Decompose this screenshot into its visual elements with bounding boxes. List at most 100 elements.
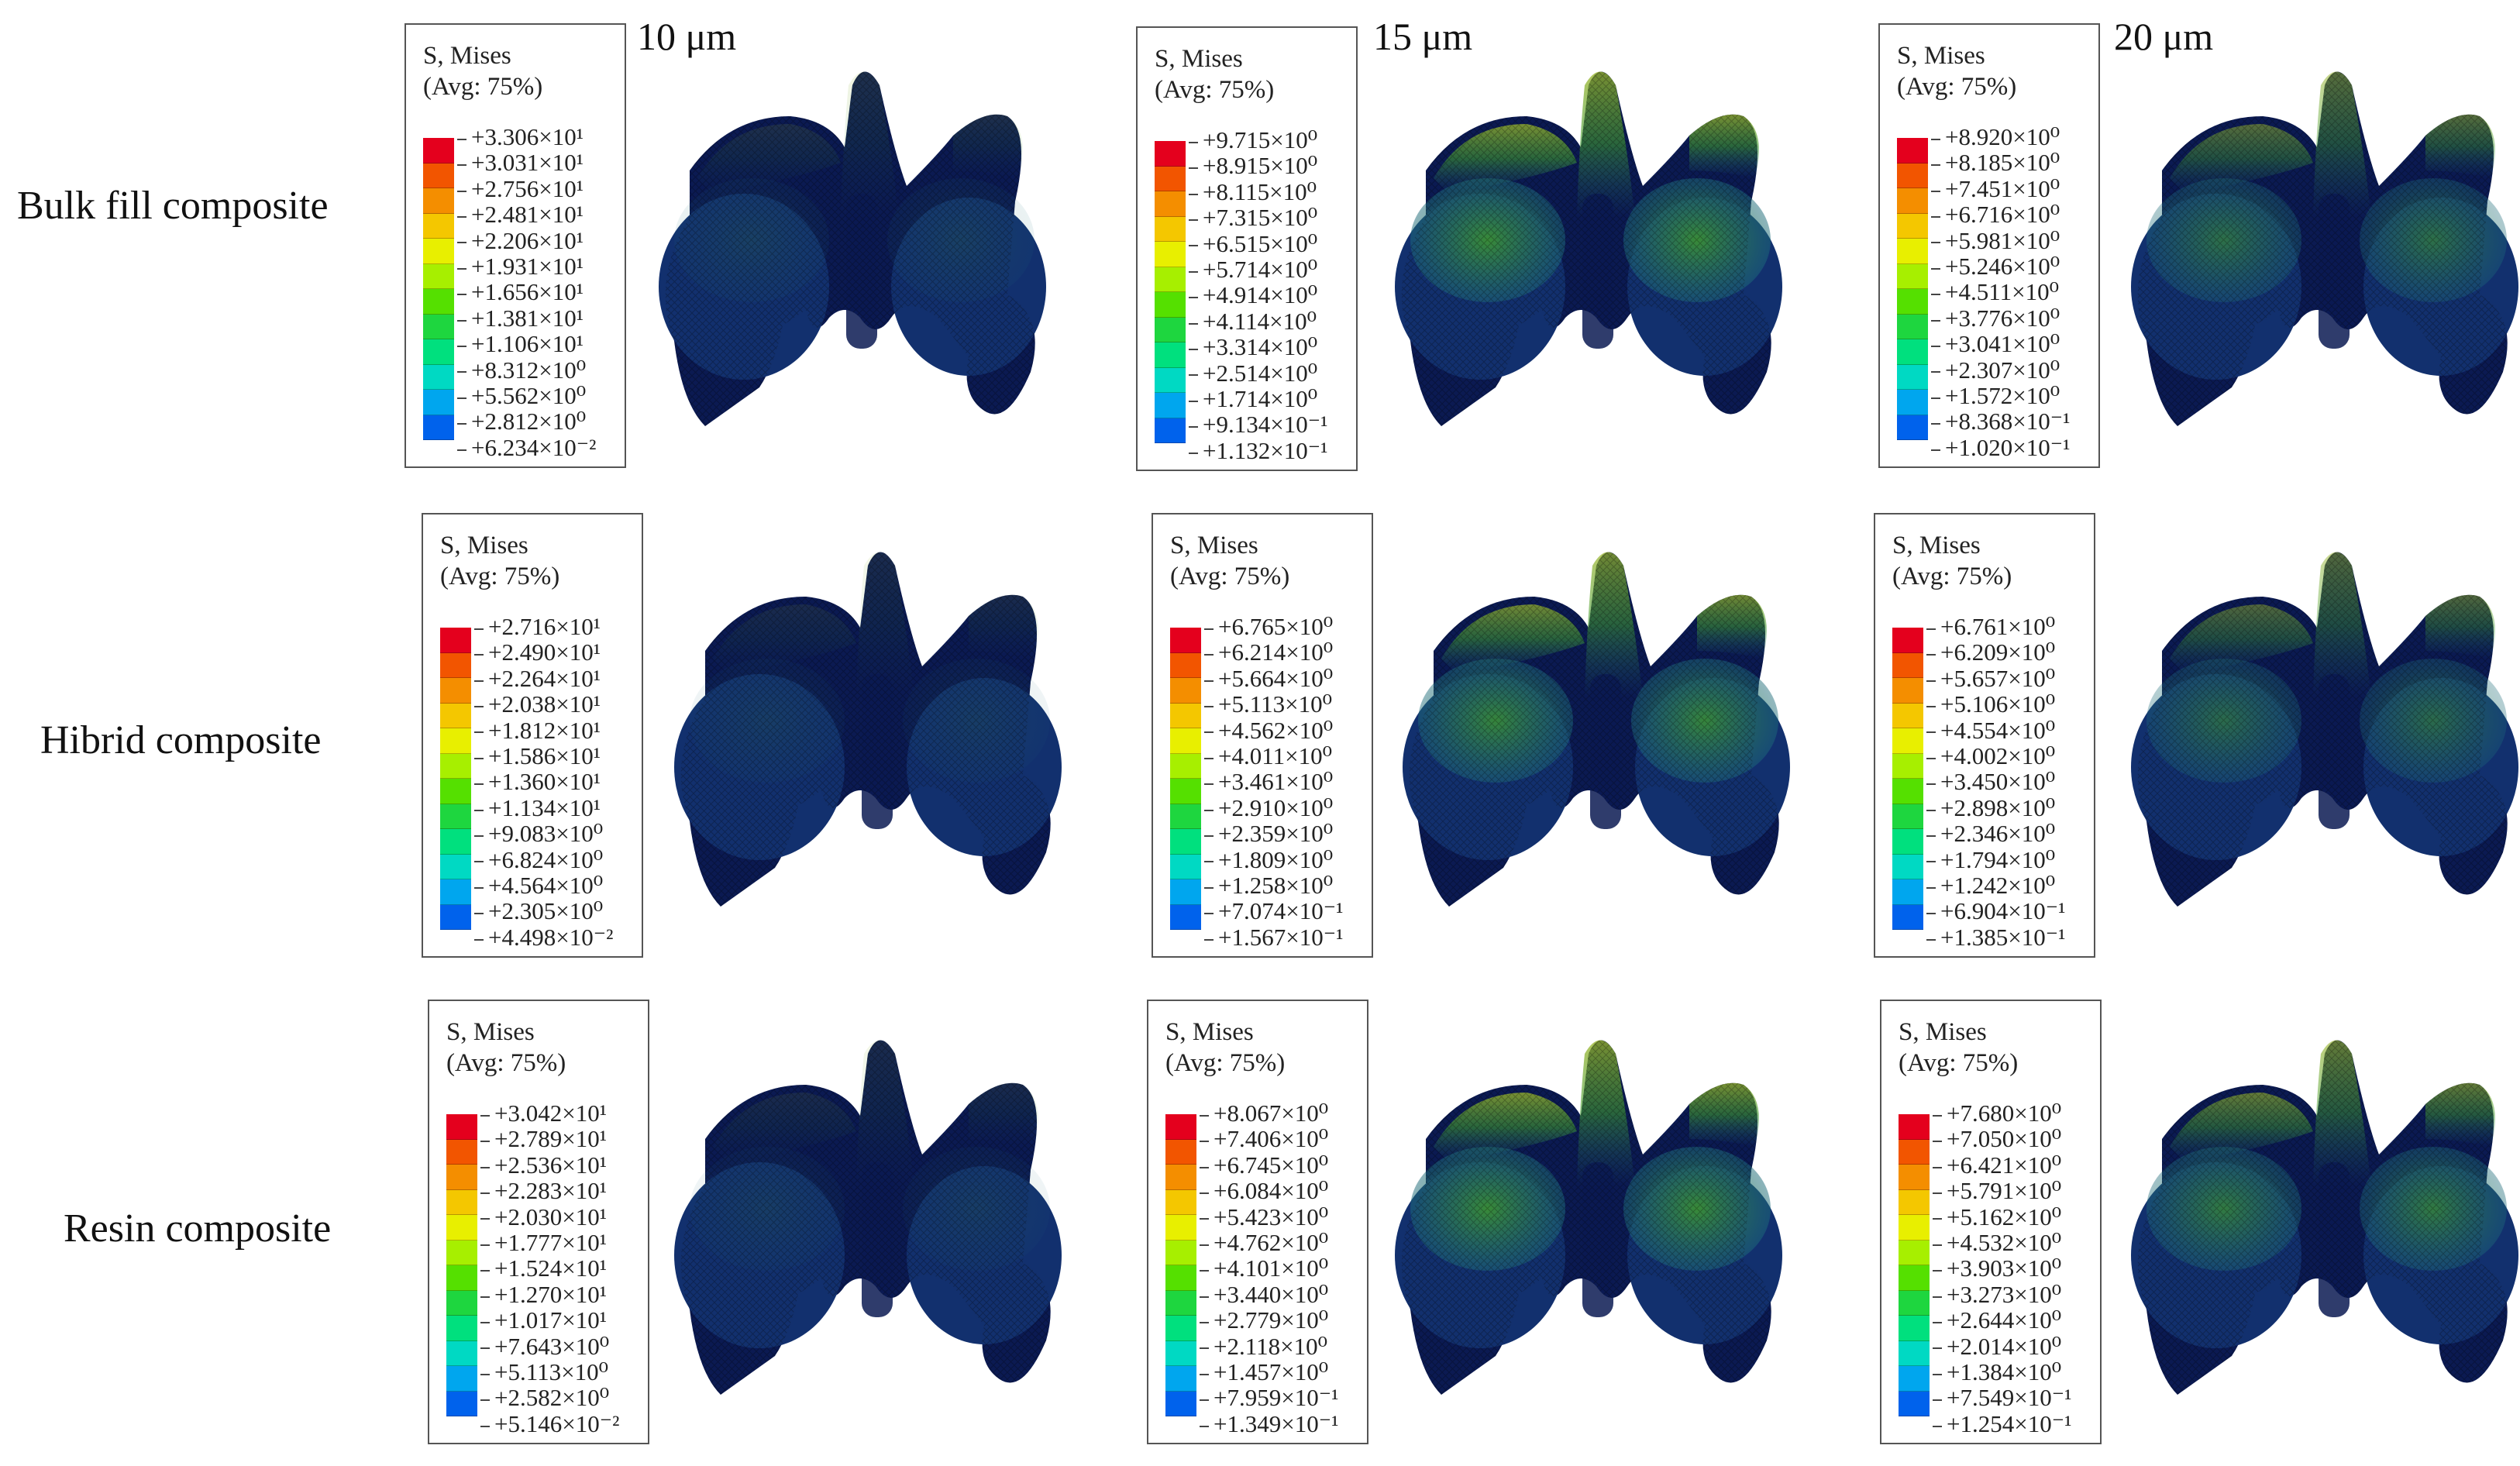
legend-value: +8.368×10⁻¹ — [1931, 408, 2094, 435]
legend-value: +3.903×10⁰ — [1933, 1255, 2095, 1282]
legend-title: S, Mises — [1170, 532, 1258, 559]
legend-title: S, Mises — [440, 532, 528, 559]
legend-value: +5.791×10⁰ — [1933, 1178, 2095, 1204]
legend-value: +1.384×10⁰ — [1933, 1359, 2095, 1385]
legend-value: +1.794×10⁰ — [1926, 846, 2089, 872]
colorbar-swatch — [1155, 292, 1186, 318]
legend-value: +3.314×10⁰ — [1189, 334, 1351, 360]
colorbar-swatch — [1897, 364, 1928, 390]
legend-value: +8.312×10⁰ — [457, 356, 620, 383]
colorbar-swatch — [1155, 216, 1186, 242]
colorbar-swatch — [1155, 418, 1186, 443]
colorbar-swatch — [1897, 188, 1928, 214]
legend-value: +2.305×10⁰ — [474, 898, 637, 924]
colorbar-swatch — [1155, 242, 1186, 267]
colorbar-swatch — [440, 652, 471, 678]
colorbar — [1165, 1114, 1196, 1416]
legend-value: +7.959×10⁻¹ — [1200, 1385, 1362, 1411]
legend-value: +5.664×10⁰ — [1204, 665, 1367, 691]
legend-values: +8.067×10⁰ +7.406×10⁰ +6.745×10⁰ +6.084×10⁰… — [1200, 1100, 1362, 1437]
colorbar-swatch — [1899, 1240, 1930, 1265]
colorbar-swatch — [1892, 678, 1923, 704]
colorbar-swatch — [1892, 904, 1923, 930]
legend-value: +3.031×10¹ — [457, 150, 620, 176]
colorbar-swatch — [440, 728, 471, 754]
colorbar-swatch — [1165, 1139, 1196, 1165]
colorbar-swatch — [1897, 415, 1928, 440]
colorbar-swatch — [1899, 1165, 1930, 1190]
tooth-model-bulk-fill-20um — [2115, 62, 2520, 496]
legend-value: +4.114×10⁰ — [1189, 308, 1351, 334]
colorbar-swatch — [423, 415, 454, 440]
legend-subtitle: (Avg: 75%) — [1899, 1049, 2019, 1077]
colorbar-swatch — [1165, 1240, 1196, 1265]
colorbar-swatch — [423, 364, 454, 390]
legend-value: +9.715×10⁰ — [1189, 127, 1351, 153]
legend-bulk-fill-10um: S, Mises (Avg: 75%) +3.306×10¹ +3.031×10¹ +2… — [405, 23, 626, 468]
legend-value: +2.756×10¹ — [457, 175, 620, 201]
colorbar-swatch — [1892, 652, 1923, 678]
legend-value: +1.134×10¹ — [474, 794, 637, 821]
legend-value: +7.680×10⁰ — [1933, 1100, 2095, 1127]
colorbar-swatch — [1897, 213, 1928, 239]
colorbar — [440, 628, 471, 930]
colorbar-swatch — [1155, 317, 1186, 342]
legend-value: +8.185×10⁰ — [1931, 150, 2094, 176]
colorbar-swatch — [1165, 1340, 1196, 1366]
colorbar-swatch — [1165, 1366, 1196, 1392]
colorbar-swatch — [1170, 804, 1201, 829]
colorbar — [1892, 628, 1923, 930]
legend-subtitle: (Avg: 75%) — [446, 1049, 566, 1077]
colorbar-swatch — [1892, 854, 1923, 879]
colorbar-swatch — [1892, 879, 1923, 905]
legend-value: +1.360×10¹ — [474, 769, 637, 795]
colorbar-swatch — [446, 1366, 477, 1392]
colorbar-swatch — [1892, 804, 1923, 829]
colorbar-swatch — [1899, 1139, 1930, 1165]
row-label-bulk-fill: Bulk fill composite — [17, 184, 329, 228]
legend-value: +9.083×10⁰ — [474, 821, 637, 847]
colorbar-swatch — [1897, 289, 1928, 315]
legend-title: S, Mises — [1899, 1018, 1987, 1046]
colorbar-swatch — [1165, 1316, 1196, 1341]
legend-value: +2.779×10⁰ — [1200, 1307, 1362, 1334]
colorbar-swatch — [1897, 163, 1928, 188]
legend-value: +2.910×10⁰ — [1204, 794, 1367, 821]
legend-value: +3.306×10¹ — [457, 124, 620, 150]
legend-value: +5.113×10⁰ — [1204, 691, 1367, 718]
colorbar-swatch — [1165, 1114, 1196, 1140]
legend-value: +6.761×10⁰ — [1926, 614, 2089, 640]
colorbar-swatch — [423, 263, 454, 289]
legend-value: +5.423×10⁰ — [1200, 1203, 1362, 1230]
colorbar-swatch — [446, 1265, 477, 1291]
colorbar-swatch — [446, 1215, 477, 1241]
colorbar — [423, 138, 454, 440]
colorbar-swatch — [423, 138, 454, 163]
colorbar-swatch — [1897, 138, 1928, 163]
legend-value: +2.206×10¹ — [457, 227, 620, 253]
legend-value: +2.118×10⁰ — [1200, 1333, 1362, 1359]
legend-resin-10um: S, Mises (Avg: 75%) +3.042×10¹ +2.789×10¹ +2… — [428, 1000, 649, 1444]
legend-title: S, Mises — [423, 42, 511, 70]
legend-value: +4.564×10⁰ — [474, 872, 637, 899]
colorbar-swatch — [423, 289, 454, 315]
colorbar-swatch — [1897, 263, 1928, 289]
colorbar-swatch — [423, 339, 454, 365]
colorbar-swatch — [1155, 166, 1186, 191]
colorbar-swatch — [1170, 854, 1201, 879]
colorbar-swatch — [1155, 342, 1186, 368]
legend-value: +7.074×10⁻¹ — [1204, 898, 1367, 924]
colorbar-swatch — [440, 804, 471, 829]
tooth-model-resin-10um — [659, 1031, 1093, 1464]
legend-values: +8.920×10⁰ +8.185×10⁰ +7.451×10⁰ +6.716×10⁰… — [1931, 124, 2094, 460]
colorbar-swatch — [1165, 1290, 1196, 1316]
legend-value: +2.030×10¹ — [480, 1203, 643, 1230]
colorbar — [1897, 138, 1928, 440]
legend-value: +6.765×10⁰ — [1204, 614, 1367, 640]
legend-value: +5.162×10⁰ — [1933, 1203, 2095, 1230]
legend-value: +1.106×10¹ — [457, 331, 620, 357]
legend-value: +5.113×10⁰ — [480, 1359, 643, 1385]
legend-value: +2.014×10⁰ — [1933, 1333, 2095, 1359]
colorbar-swatch — [1170, 703, 1201, 728]
legend-resin-15um: S, Mises (Avg: 75%) +8.067×10⁰ +7.406×10⁰ +6… — [1147, 1000, 1368, 1444]
